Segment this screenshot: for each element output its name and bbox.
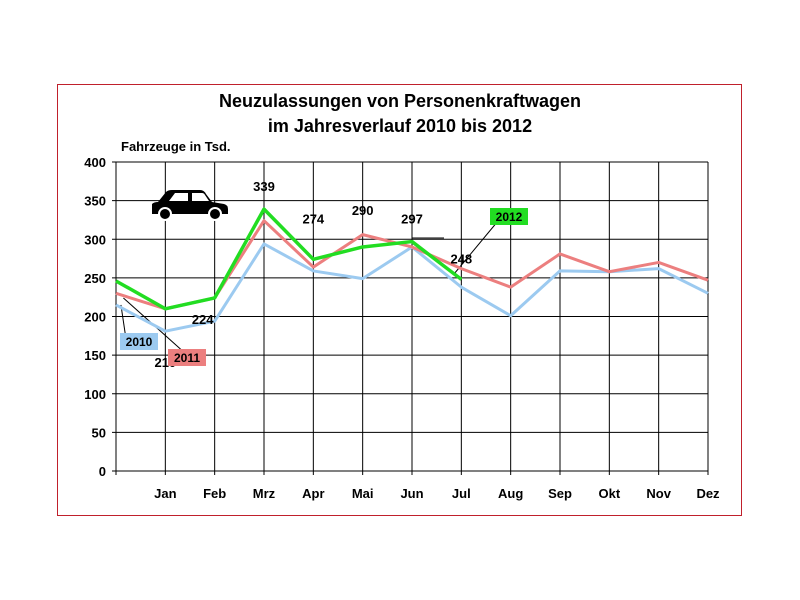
y-tick-label: 250 [84, 271, 106, 286]
y-tick-label: 400 [84, 155, 106, 170]
x-tick-label: Mai [352, 486, 374, 501]
y-axis-label: Fahrzeuge in Tsd. [121, 139, 231, 154]
legend-box-2010 [120, 333, 158, 350]
data-label: 297 [401, 212, 423, 227]
x-tick-label: Dez [696, 486, 720, 501]
y-tick-label: 300 [84, 232, 106, 247]
data-label: 290 [352, 203, 374, 218]
x-tick-label: Jul [452, 486, 471, 501]
y-tick-label: 100 [84, 387, 106, 402]
x-tick-label: Apr [302, 486, 324, 501]
legend-label-2012: 2012 [496, 210, 523, 224]
legend-leader-2012 [453, 220, 499, 275]
chart-frame [57, 84, 742, 516]
data-label: 339 [253, 179, 275, 194]
y-tick-label: 50 [92, 425, 106, 440]
y-tick-label: 200 [84, 310, 106, 325]
x-tick-label: Feb [203, 486, 226, 501]
x-tick-label: Jun [400, 486, 423, 501]
y-tick-label: 150 [84, 348, 106, 363]
data-label: 248 [450, 251, 472, 266]
legend-box-2011 [168, 349, 206, 366]
data-label: 274 [302, 211, 324, 226]
chart-subtitle: im Jahresverlauf 2010 bis 2012 [267, 116, 533, 136]
legend-leader-2010 [120, 304, 127, 339]
series-line-2012 [115, 207, 463, 311]
x-tick-label: Jan [154, 486, 176, 501]
legend-label-2011: 2011 [174, 351, 200, 365]
chart-title: Neuzulassungen von Personenkraftwagen [218, 91, 582, 111]
legend-box-2012 [490, 208, 528, 225]
x-tick-label: Sep [548, 486, 572, 501]
x-tick-label: Okt [598, 486, 620, 501]
y-tick-label: 350 [84, 194, 106, 209]
x-tick-label: Mrz [253, 486, 276, 501]
data-label: 224 [192, 312, 214, 327]
legend-label-2010: 2010 [126, 335, 153, 349]
x-tick-label: Nov [646, 486, 671, 501]
x-tick-label: Aug [498, 486, 523, 501]
y-tick-label: 0 [99, 464, 106, 479]
car-icon [152, 190, 228, 221]
